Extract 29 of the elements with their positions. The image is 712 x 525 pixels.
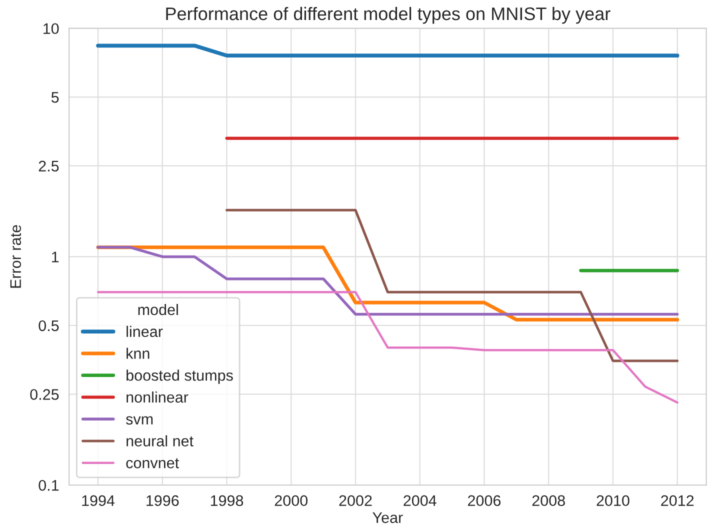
y-tick-label: 0.1 [38,480,59,491]
x-tick-label: 1998 [210,495,244,506]
x-tick-label: 2010 [596,495,630,506]
x-tick-label: 2004 [404,495,436,506]
x-axis-title: Year [372,512,403,524]
y-tick-label: 0.5 [38,320,59,332]
x-tick-label: 1994 [82,495,115,506]
y-tick-label: 1 [52,252,59,262]
chart-title: Performance of different model types on MNIST by year [166,6,610,24]
legend-label: convnet [126,458,179,468]
legend-title: model [138,304,178,316]
x-tick-label: 2000 [274,495,308,506]
legend-label: linear [126,326,163,338]
legend-label: nonlinear [126,391,188,403]
y-tick-label: 10 [44,23,59,34]
y-axis-title: Error rate [10,225,22,288]
legend-label: knn [126,348,150,359]
y-tick-label: 0.25 [30,389,59,400]
legend-label: svm [126,416,153,425]
y-tick-label: 2.5 [38,160,59,172]
x-tick-label: 1996 [146,495,179,506]
line-series [96,290,678,404]
x-tick-label: 2008 [532,495,565,506]
x-tick-label: 2012 [661,495,694,506]
y-tick-label: 5 [51,92,59,103]
legend-label: boosted stumps [126,370,233,384]
x-tick-label: 2006 [468,495,501,506]
legend-label: neural net [126,435,194,446]
x-tick-label: 2002 [339,495,372,506]
